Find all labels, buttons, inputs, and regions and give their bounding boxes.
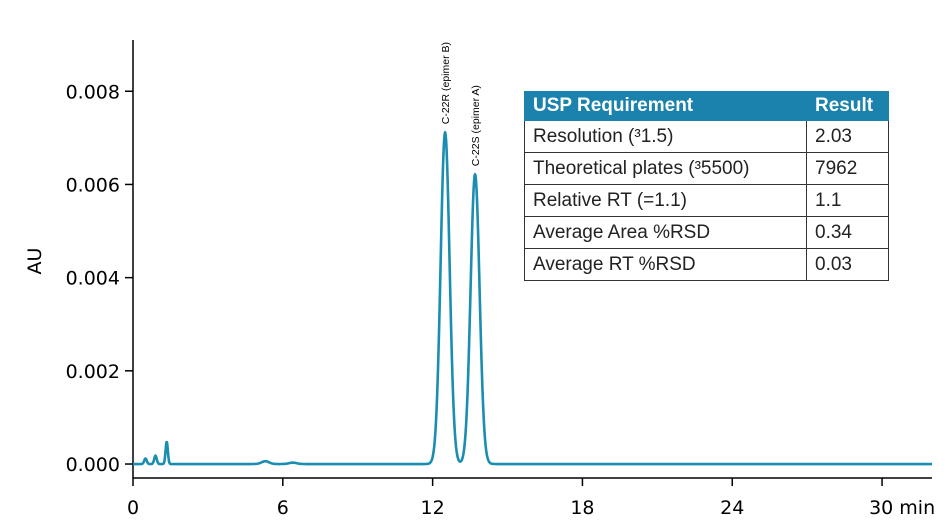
- table-row: Relative RT (=1.1) 1.1: [524, 184, 889, 217]
- result-cell: 7962: [806, 152, 889, 185]
- ticks: 0 6 12 18 24 30 min 0.000 0.002 0.004 0.006 0.008: [66, 81, 936, 519]
- requirement-cell: Average RT %RSD: [524, 248, 807, 281]
- axes: [132, 40, 932, 479]
- result-cell: 2.03: [806, 120, 889, 153]
- y-tick-label: 0.006: [66, 174, 120, 196]
- y-tick-label: 0.002: [66, 361, 120, 383]
- table-row: Theoretical plates (³5500) 7962: [524, 152, 889, 185]
- usp-results-table: USP Requirement Result Resolution (³1.5)…: [524, 91, 889, 281]
- x-tick-label: 24: [720, 497, 744, 519]
- result-cell: 0.03: [806, 248, 889, 281]
- x-tick-label: 6: [277, 497, 289, 519]
- requirement-cell: Resolution (³1.5): [524, 120, 807, 153]
- peak-label: C-22R (epimer B): [440, 42, 452, 124]
- x-tick-label: 0: [127, 497, 139, 519]
- header-result: Result: [806, 91, 889, 121]
- y-tick-label: 0.004: [66, 268, 120, 290]
- x-tick-label: 30 min: [869, 497, 935, 519]
- table-row: Average RT %RSD 0.03: [524, 248, 889, 281]
- y-axis-label: AU: [24, 248, 46, 275]
- table-header-row: USP Requirement Result: [524, 91, 889, 121]
- x-tick-label: 12: [421, 497, 445, 519]
- requirement-cell: Theoretical plates (³5500): [524, 152, 807, 185]
- header-requirement: USP Requirement: [524, 91, 807, 121]
- result-cell: 0.34: [806, 216, 889, 249]
- x-tick-label: 18: [570, 497, 594, 519]
- y-tick-label: 0.000: [66, 454, 120, 476]
- requirement-cell: Relative RT (=1.1): [524, 184, 807, 217]
- result-cell: 1.1: [806, 184, 889, 217]
- requirement-cell: Average Area %RSD: [524, 216, 807, 249]
- chromatogram-line: [132, 130, 933, 466]
- table-row: Average Area %RSD 0.34: [524, 216, 889, 249]
- peak-labels: C-22R (epimer B) C-22S (epimer A): [440, 42, 482, 166]
- peak-label: C-22S (epimer A): [470, 85, 482, 166]
- y-tick-label: 0.008: [66, 81, 120, 103]
- trace-group: [132, 130, 933, 466]
- table-row: Resolution (³1.5) 2.03: [524, 120, 889, 153]
